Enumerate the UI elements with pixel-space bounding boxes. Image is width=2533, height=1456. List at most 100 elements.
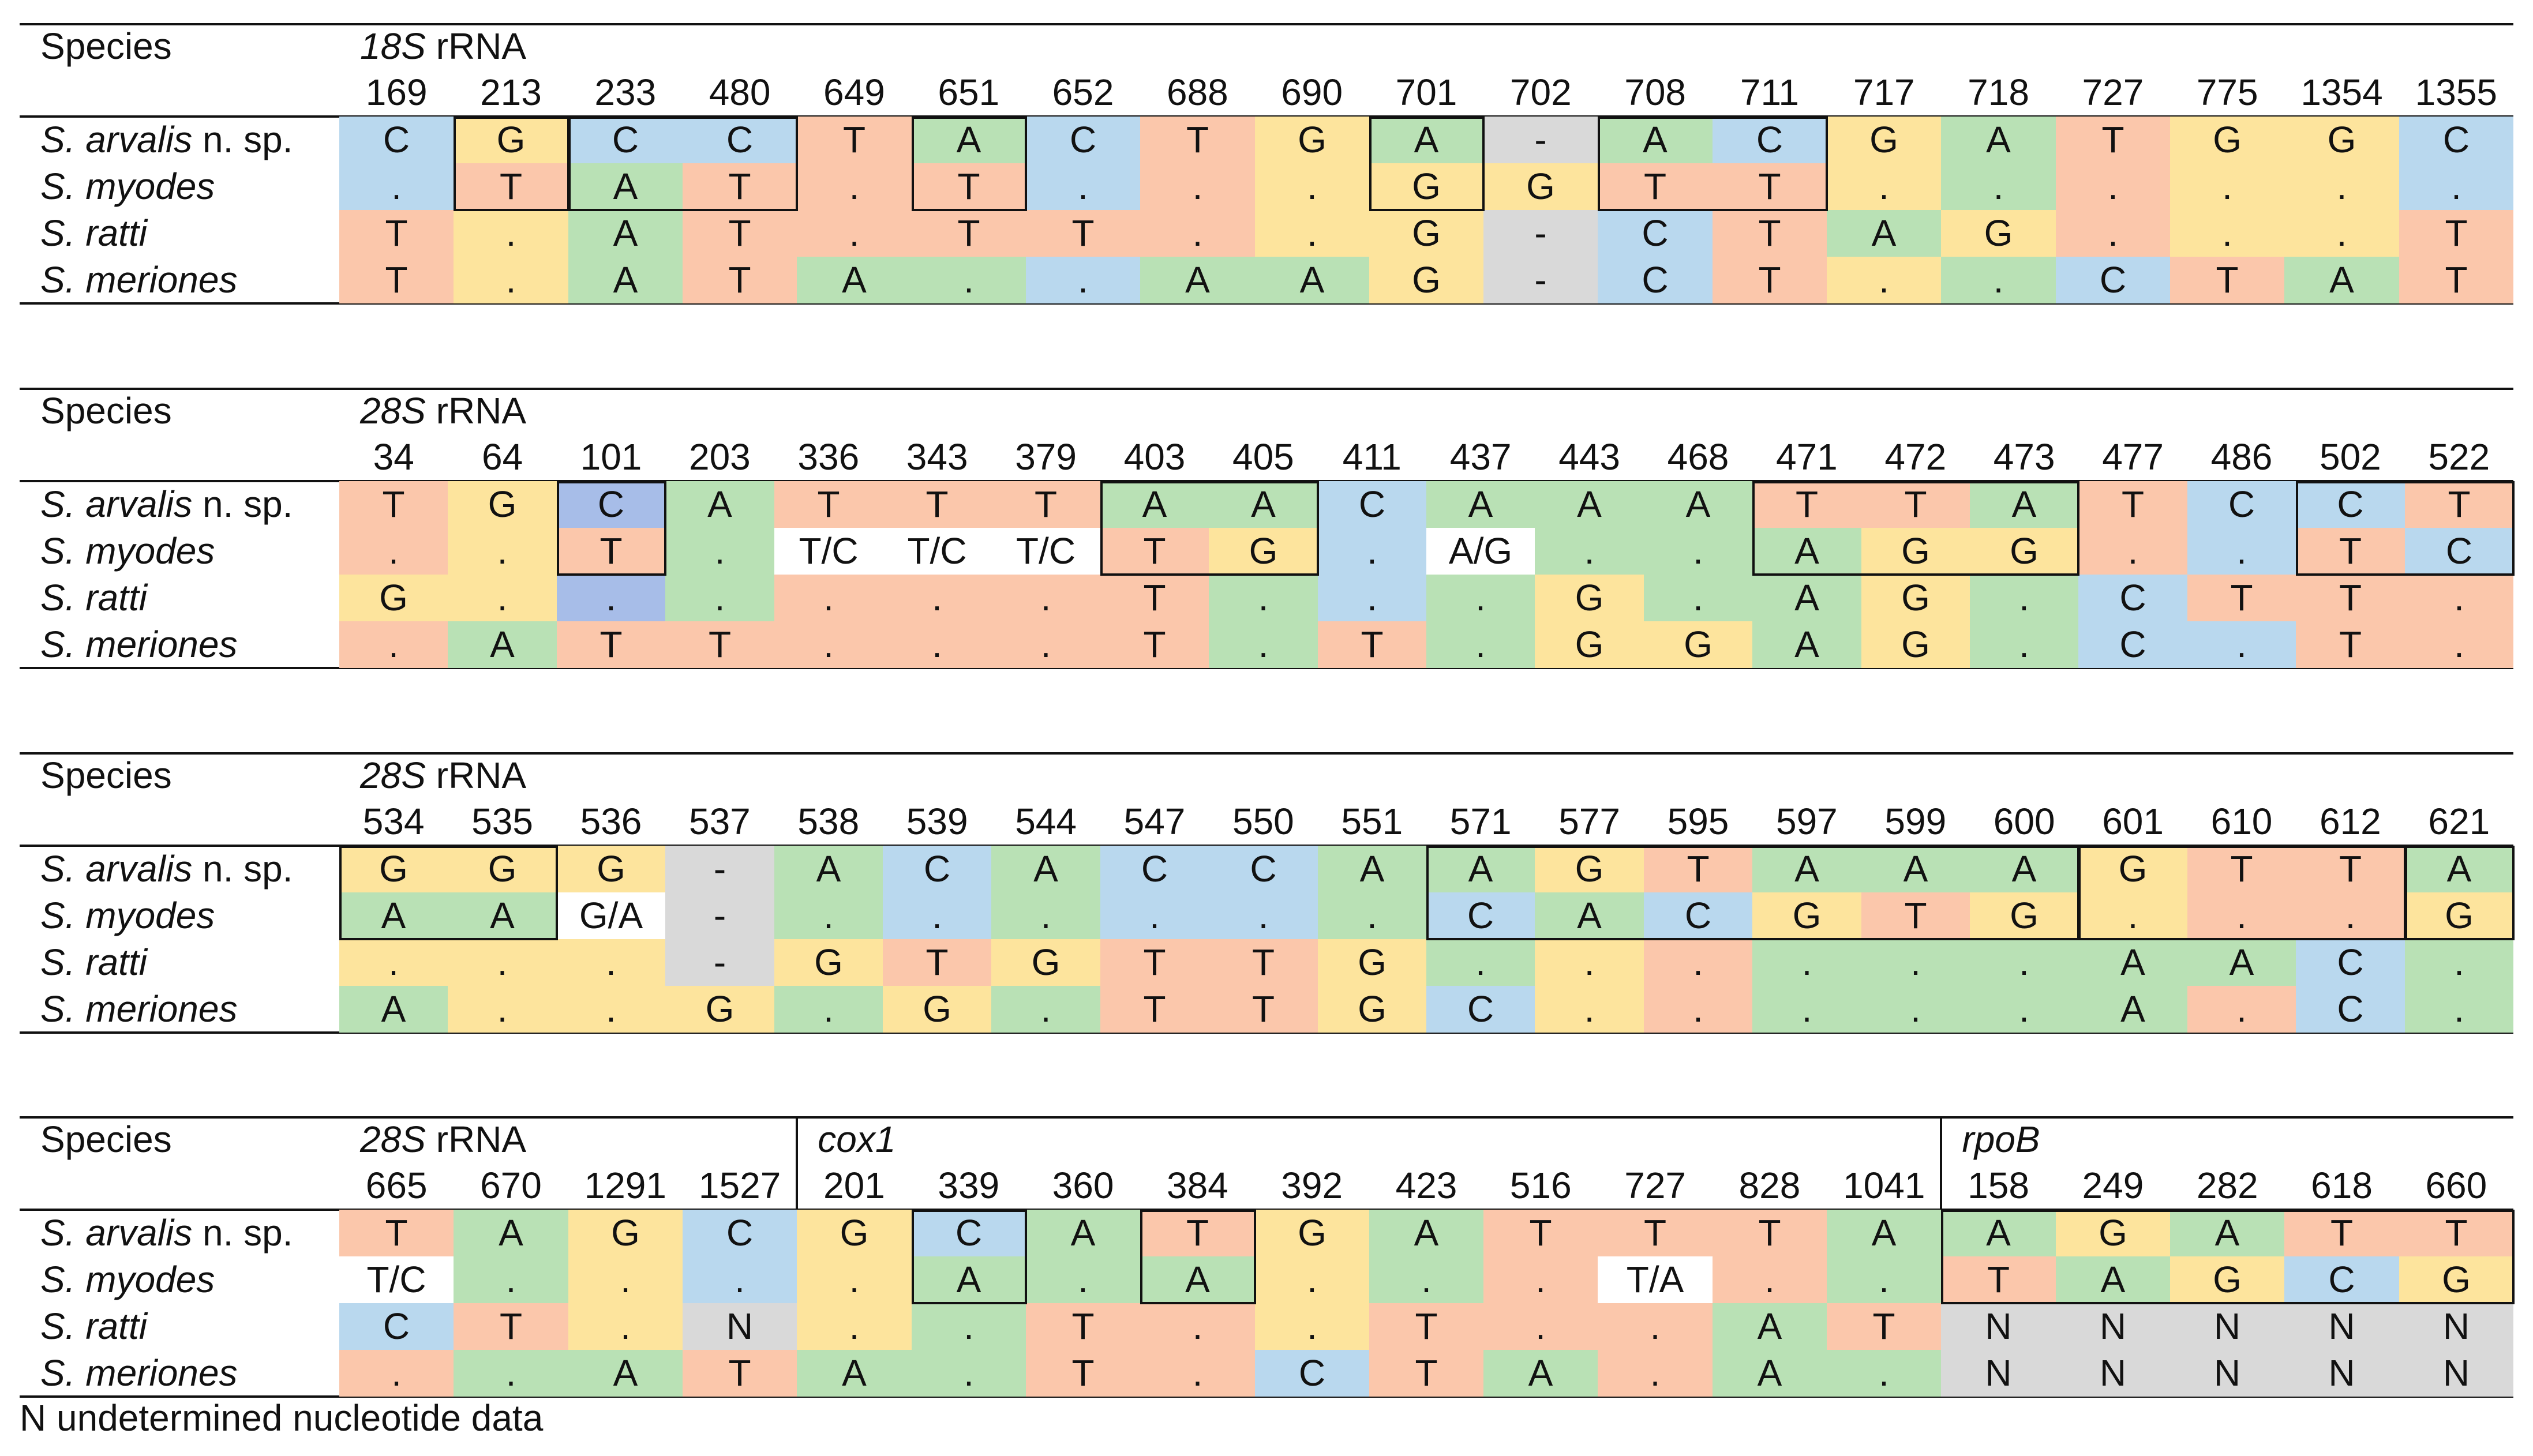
nucleotide-cell: C [912,1210,1026,1256]
nucleotide-cell: . [1426,939,1535,986]
nucleotide-cell: A [568,163,683,210]
nucleotide-cell: . [454,1350,568,1397]
position-number: 577 [1558,801,1620,842]
nucleotide-cell: . [2187,528,2296,575]
nucleotide-cell: G [339,575,448,621]
position-number: 727 [2082,72,2144,113]
position-number: 360 [1052,1165,1114,1206]
nucleotide-cell: T [2399,1210,2513,1256]
nucleotide-cell: . [1140,1350,1255,1397]
nucleotide-cell: T [1318,621,1426,668]
nucleotide-cell: N [2056,1350,2170,1397]
nucleotide-cell: G [339,846,448,892]
nucleotide-cell: A [2405,846,2513,892]
nucleotide-cell: . [912,257,1026,303]
nucleotide-cell: A [1483,1350,1598,1397]
position-number: 233 [594,72,657,113]
nucleotide-cell: N [1941,1303,2056,1350]
nucleotide-cell: T [1861,481,1970,528]
nucleotide-cell: A [1713,1303,1827,1350]
gene-label: 18S rRNA [360,23,526,69]
nucleotide-cell: . [665,528,774,575]
species-genus: S. arvalis [40,119,193,160]
position-number: 1291 [584,1165,666,1206]
nucleotide-cell: . [2405,939,2513,986]
nucleotide-cell: . [1827,1256,1941,1303]
nucleotide-cell: A [448,621,557,668]
nucleotide-cell: . [797,1256,912,1303]
nucleotide-cell: T [1941,1256,2056,1303]
nucleotide-cell: C [557,481,665,528]
position-number: 599 [1884,801,1947,842]
nucleotide-cell: . [991,575,1100,621]
species-name: S. myodes [40,163,215,210]
nucleotide-cell: C [2056,257,2170,303]
nucleotide-cell: . [1644,528,1752,575]
nucleotide-cell: . [2170,210,2284,257]
nucleotide-cell: . [1970,939,2078,986]
position-number: 486 [2210,436,2273,478]
bottom-rule [20,302,2513,305]
nucleotide-cell: . [1644,939,1752,986]
nucleotide-cell: C [2405,528,2513,575]
nucleotide-cell: C [883,846,991,892]
nucleotide-cell: . [448,939,557,986]
nucleotide-cell: . [1255,163,1369,210]
nucleotide-cell: C [2296,939,2405,986]
nucleotide-cell: . [991,621,1100,668]
nucleotide-cell: . [1426,621,1535,668]
position-number: 544 [1015,801,1077,842]
nucleotide-cell: . [2296,892,2405,939]
nucleotide-cell: . [2187,892,2296,939]
nucleotide-cell: C [2296,986,2405,1033]
nucleotide-cell: . [1941,163,2056,210]
nucleotide-cell: . [1644,986,1752,1033]
nucleotide-cell: . [1255,210,1369,257]
nucleotide-cell: G [2056,1210,2170,1256]
nucleotide-cell: T [2296,621,2405,668]
nucleotide-cell: A [1827,1210,1941,1256]
gene-name: 18S [360,25,426,67]
nucleotide-cell: T/C [883,528,991,575]
nucleotide-cell: . [1140,163,1255,210]
nucleotide-cell: . [912,1303,1026,1350]
nucleotide-cell: N [2399,1303,2513,1350]
nucleotide-cell: G [1644,621,1752,668]
nucleotide-cell: T [1752,481,1861,528]
gene-suffix: rRNA [425,1119,527,1160]
species-name: S. meriones [40,257,237,303]
position-number: 711 [1740,72,1799,113]
nucleotide-cell: T/C [991,528,1100,575]
position-number: 201 [823,1165,885,1206]
nucleotide-cell: . [2170,163,2284,210]
nucleotide-cell: A [1100,481,1209,528]
nucleotide-cell: C [1426,892,1535,939]
position-number: 343 [906,436,968,478]
nucleotide-cell: . [1318,528,1426,575]
position-number: 471 [1775,436,1838,478]
nucleotide-cell: . [339,528,448,575]
nucleotide-cell: . [1209,575,1318,621]
nucleotide-cell: N [2284,1350,2399,1397]
nucleotide-cell: . [912,1350,1026,1397]
nucleotide-cell: A [1861,846,1970,892]
nucleotide-cell: . [883,892,991,939]
nucleotide-cell: - [1483,117,1598,163]
position-number: 550 [1232,801,1294,842]
nucleotide-cell: A [448,892,557,939]
species-genus: S. arvalis [40,848,193,890]
species-genus: S. myodes [40,895,215,936]
nucleotide-cell: C [2187,481,2296,528]
position-number: 618 [2311,1165,2373,1206]
nucleotide-cell: T [1369,1303,1483,1350]
nucleotide-cell: G [557,846,665,892]
gene-suffix: rRNA [425,755,527,796]
species-genus: S. myodes [40,530,215,572]
nucleotide-cell: A [1827,210,1941,257]
nucleotide-cell: A [1369,117,1483,163]
nucleotide-cell: G [2170,117,2284,163]
position-number: 411 [1342,436,1402,478]
position-number: 708 [1624,72,1687,113]
position-number: 701 [1395,72,1457,113]
position-number: 1354 [2300,72,2383,113]
